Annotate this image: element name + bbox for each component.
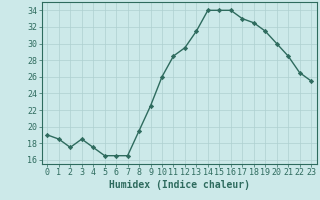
X-axis label: Humidex (Indice chaleur): Humidex (Indice chaleur)	[109, 180, 250, 190]
